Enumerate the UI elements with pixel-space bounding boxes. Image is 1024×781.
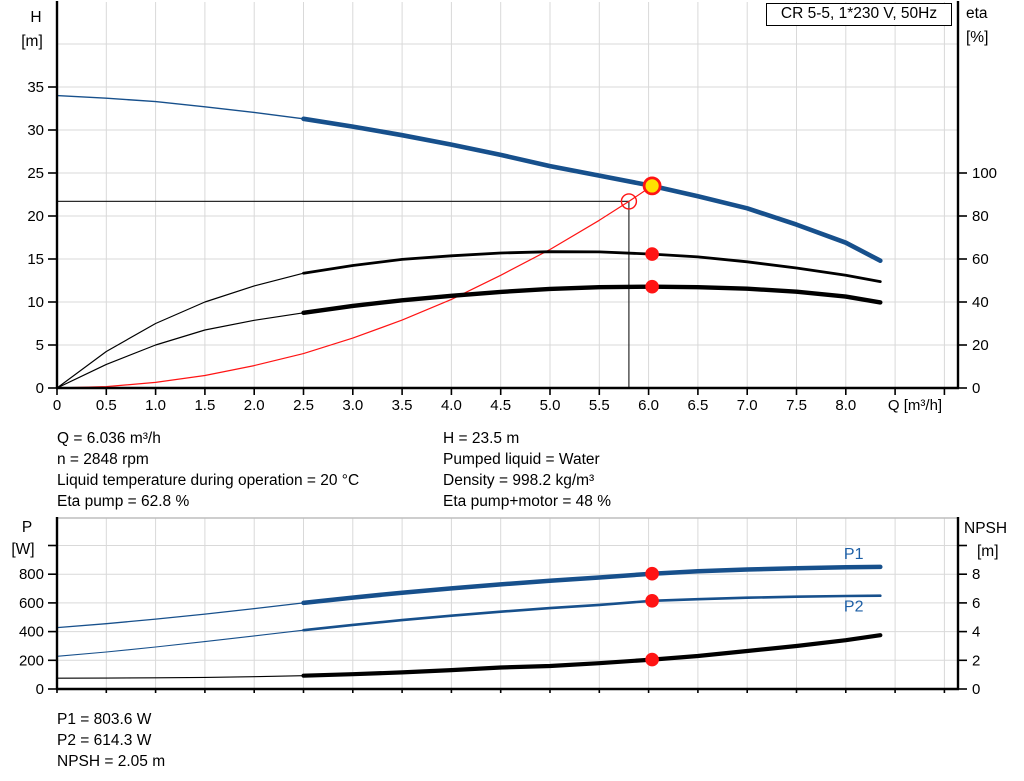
x-tick-label: 3.0 [342,397,363,414]
duty-head-text: H = 23.5 m [443,430,520,447]
x-tick-label: 0 [53,397,61,414]
x-tick-label: 3.5 [392,397,413,414]
right-tick-label: 40 [972,294,989,311]
series-label-p1: P1 [844,546,864,563]
x-tick-label: 6.0 [638,397,659,414]
p1-curve-thin [56,602,305,629]
eta-pump-curve [302,250,882,284]
left-tick-label: 25 [27,165,44,182]
power-npsh-info: P1 = 803.6 W P2 = 614.3 W NPSH = 2.05 m [57,709,165,772]
p2-curve [302,594,882,632]
eta-pump-motor-duty-dot [645,279,659,294]
x-tick-label: 5.5 [589,397,610,414]
eta-pump-duty-dot [645,247,659,261]
npsh-curve-thin [56,675,305,679]
duty-info-left: Q = 6.036 m³/h n = 2848 rpm Liquid tempe… [57,428,359,512]
right-tick-label: 100 [972,165,997,182]
x-tick-label: 7.5 [786,397,807,414]
left-tick-label: 600 [19,595,44,612]
left-tick-label: 5 [36,337,44,354]
system-curve [56,185,653,389]
x-tick-label: 6.5 [687,397,708,414]
left-tick-label: 200 [19,652,44,669]
left-tick-label: 30 [27,122,44,139]
right-axis-title: eta [966,5,988,22]
right-tick-label: 0 [972,681,980,698]
right-tick-label: 6 [972,595,980,612]
left-tick-label: 20 [27,208,44,225]
eta-pump-motor-text: Eta pump+motor = 48 % [443,493,612,510]
right-axis-title: [%] [966,29,988,46]
x-tick-label: 1.5 [194,397,215,414]
density-text: Density = 998.2 kg/m³ [443,472,595,489]
pump-curve [301,116,883,264]
right-tick-label: 4 [972,624,980,641]
eta-pump-motor-curve [301,284,883,315]
x-tick-label: 8.0 [835,397,856,414]
x-tick-label: 5.0 [540,397,561,414]
left-tick-label: 35 [27,79,44,96]
right-axis-title: NPSH [964,520,1007,537]
p2-curve-thin [56,629,305,657]
duty-flow-text: Q = 6.036 m³/h [57,430,161,447]
right-tick-label: 60 [972,251,989,268]
npsh-duty-dot [645,652,659,667]
pump-model-label: CR 5-5, 1*230 V, 50Hz [766,3,952,26]
right-tick-label: 8 [972,566,980,583]
eta-pump-text: Eta pump = 62.8 % [57,493,190,510]
x-tick-label: 2.5 [293,397,314,414]
left-axis-title: P [22,519,32,536]
liquid-temp-text: Liquid temperature during operation = 20… [57,472,360,489]
eta-pump-motor-curve-thin [56,312,305,389]
npsh-value-text: NPSH = 2.05 m [57,753,166,770]
p1-duty-dot [645,566,659,581]
right-axis-title: [m] [977,543,999,560]
pumped-liquid-text: Pumped liquid = Water [443,451,600,468]
p1-value-text: P1 = 803.6 W [57,711,152,728]
right-tick-label: 80 [972,208,989,225]
series-label-p2: P2 [844,599,864,616]
p2-duty-dot [645,594,659,608]
right-tick-label: 20 [972,337,989,354]
eta-pump-curve-thin [56,272,305,389]
x-tick-label: 2.0 [244,397,265,414]
x-tick-label: 4.0 [441,397,462,414]
duty-info-right: H = 23.5 m Pumped liquid = Water Density… [443,428,611,512]
left-axis-title: [W] [11,541,34,558]
p2-value-text: P2 = 614.3 W [57,732,152,749]
left-axis-title: [m] [21,33,43,50]
system-ref-point [620,193,638,210]
x-tick-label: 1.0 [145,397,166,414]
speed-text: n = 2848 rpm [57,451,149,468]
right-tick-label: 0 [972,380,980,397]
x-tick-label: 4.5 [490,397,511,414]
right-tick-label: 2 [972,652,980,669]
x-axis-unit-label: Q [m³/h] [888,397,942,414]
left-tick-label: 10 [27,294,44,311]
left-tick-label: 15 [27,251,44,268]
npsh-curve [301,633,883,678]
pump-curve-thin [56,94,305,120]
left-tick-label: 800 [19,566,44,583]
left-tick-label: 0 [36,380,44,397]
p1-curve [301,564,883,606]
duty-point[interactable] [642,176,662,196]
x-tick-label: 0.5 [96,397,117,414]
left-axis-title: H [30,9,41,26]
left-tick-label: 0 [36,681,44,698]
left-tick-label: 400 [19,624,44,641]
x-tick-label: 7.0 [737,397,758,414]
